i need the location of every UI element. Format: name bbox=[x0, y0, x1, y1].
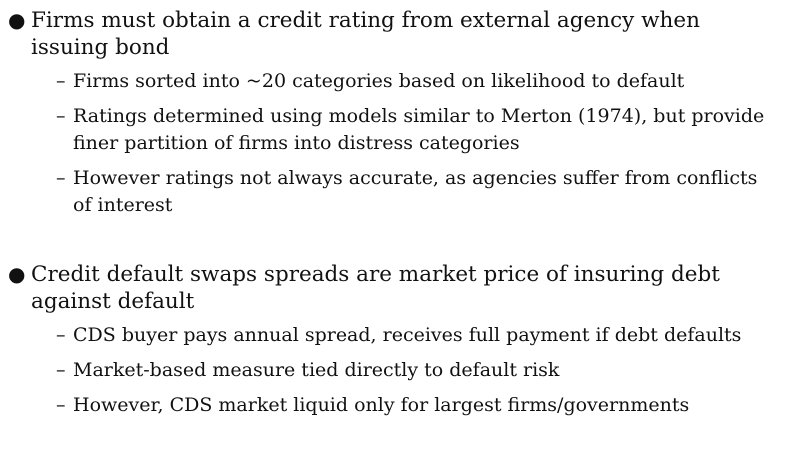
sub-bullet-list: – CDS buyer pays annual spread, receives… bbox=[56, 322, 778, 419]
sub-bullet-item: – However, CDS market liquid only for la… bbox=[56, 392, 778, 419]
sub-bullet-text: However ratings not always accurate, as … bbox=[73, 167, 758, 216]
sub-bullet-text: Market-based measure tied directly to de… bbox=[73, 359, 560, 381]
bullet-marker: ● bbox=[8, 262, 26, 286]
bullet-text: Credit default swaps spreads are market … bbox=[31, 262, 720, 314]
dash-marker: – bbox=[56, 359, 66, 381]
bullet-marker: ● bbox=[8, 8, 26, 32]
sub-bullet-item: – Ratings determined using models simila… bbox=[56, 103, 778, 157]
dash-marker: – bbox=[56, 167, 66, 189]
sub-bullet-item: – CDS buyer pays annual spread, receives… bbox=[56, 322, 778, 349]
sub-bullet-text: Ratings determined using models similar … bbox=[73, 105, 765, 154]
sub-bullet-item: – Firms sorted into ~20 categories based… bbox=[56, 68, 778, 95]
sub-bullet-list: – Firms sorted into ~20 categories based… bbox=[56, 68, 778, 219]
sub-bullet-text: Firms sorted into ~20 categories based o… bbox=[73, 70, 685, 92]
sub-bullet-text: However, CDS market liquid only for larg… bbox=[73, 394, 690, 416]
dash-marker: – bbox=[56, 105, 66, 127]
sub-bullet-item: – However ratings not always accurate, a… bbox=[56, 165, 778, 219]
bullet-text: Firms must obtain a credit rating from e… bbox=[31, 8, 700, 60]
sub-bullet-item: – Market-based measure tied directly to … bbox=[56, 357, 778, 384]
dash-marker: – bbox=[56, 324, 66, 346]
dash-marker: – bbox=[56, 394, 66, 416]
dash-marker: – bbox=[56, 70, 66, 92]
bullet-credit-default-swaps: ● Credit default swaps spreads are marke… bbox=[8, 261, 778, 427]
sub-bullet-text: CDS buyer pays annual spread, receives f… bbox=[73, 324, 742, 346]
bullet-credit-rating: ● Firms must obtain a credit rating from… bbox=[8, 7, 778, 227]
